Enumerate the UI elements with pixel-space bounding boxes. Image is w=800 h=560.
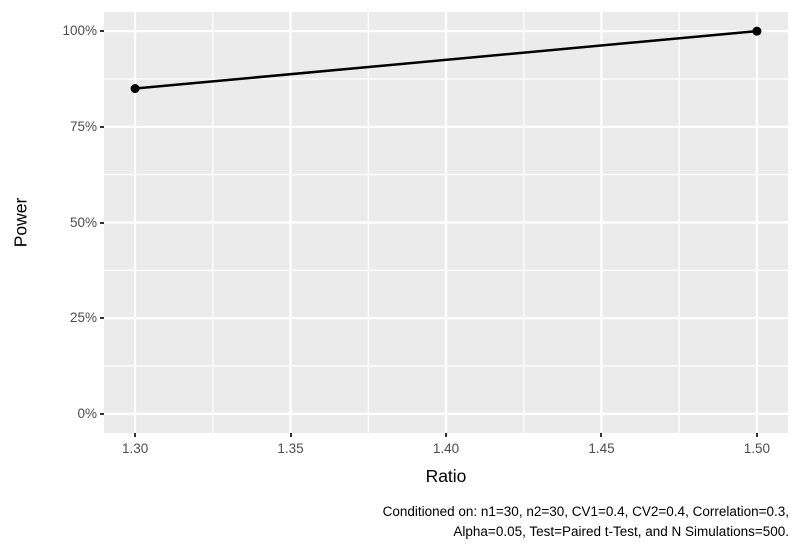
y-tick-label: 25% [69,310,97,326]
series-line [134,29,758,90]
caption-line-2: Alpha=0.05, Test=Paired t-Test, and N Si… [453,523,789,539]
y-tick-mark [100,412,104,415]
plot-canvas [104,12,788,433]
caption-line-1: Conditioned on: n1=30, n2=30, CV1=0.4, C… [382,504,789,519]
data-point [130,84,140,94]
y-tick-label: 100% [62,23,97,39]
y-tick-label: 50% [69,214,97,230]
plot-panel [104,12,788,433]
data-point [752,26,762,36]
y-tick-mark [100,221,104,224]
x-tick-label: 1.40 [432,441,460,456]
x-tick-label: 1.50 [743,441,771,456]
x-tick-label: 1.35 [277,441,304,456]
y-tick-label: 75% [69,118,97,134]
x-tick-mark [289,433,292,437]
y-tick-mark [100,30,104,33]
x-tick-label: 1.30 [121,441,149,456]
y-tick-mark [100,317,104,320]
x-tick-mark [445,433,447,437]
plot-caption: Conditioned on: n1=30, n2=30, CV1=0.4, C… [0,502,789,541]
x-tick-mark [134,433,137,437]
x-tick-label: 1.45 [588,441,615,456]
x-axis-title: Ratio [425,466,467,486]
y-tick-label: 0% [77,405,97,421]
y-tick-mark [100,125,104,128]
x-tick-mark [755,433,758,437]
x-tick-mark [600,433,603,437]
